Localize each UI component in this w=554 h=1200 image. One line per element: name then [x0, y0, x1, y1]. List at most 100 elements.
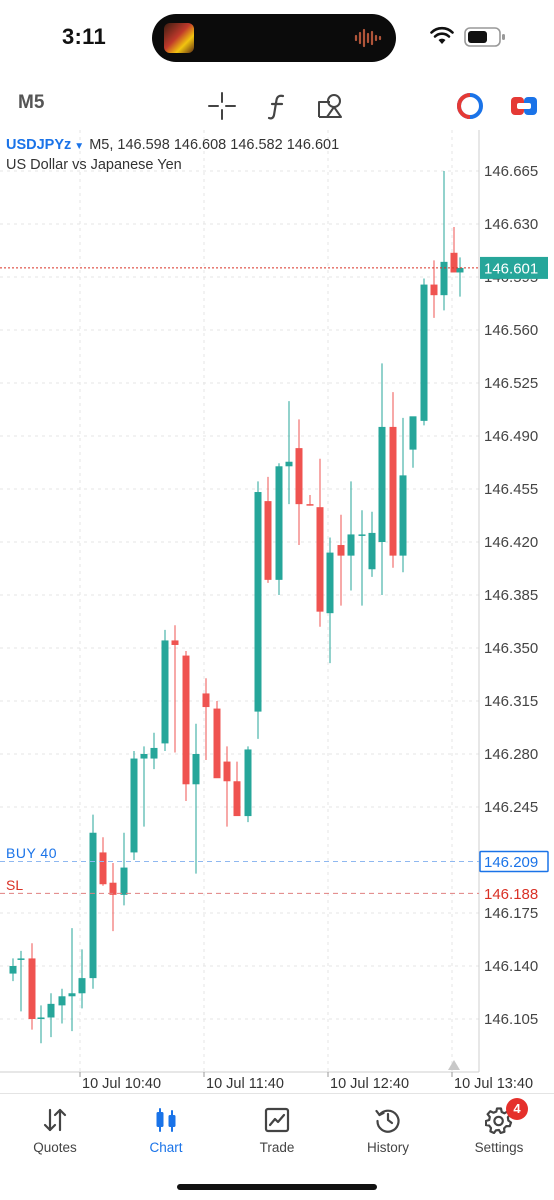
nav-history[interactable]: History	[333, 1094, 443, 1164]
symbol-description: US Dollar vs Japanese Yen	[6, 157, 182, 173]
x-tick-label: 10 Jul 10:40	[82, 1076, 161, 1092]
symbol-name[interactable]: USDJPYz	[6, 137, 72, 153]
buy-price-label: 146.209	[484, 854, 538, 871]
candle-body	[78, 978, 86, 994]
nav-label: Trade	[259, 1140, 295, 1155]
audio-wave-icon	[354, 28, 382, 48]
candle-body	[68, 993, 76, 997]
ohlc-values: 146.598 146.608 146.582 146.601	[117, 137, 340, 153]
nav-label: History	[366, 1140, 409, 1155]
candle-body	[420, 284, 428, 421]
quotes-arrows-icon	[43, 1108, 67, 1132]
home-indicator	[177, 1184, 377, 1190]
nav-trade[interactable]: Trade	[222, 1094, 332, 1164]
now-playing-thumbnail	[164, 23, 194, 53]
candle-body	[409, 416, 417, 450]
candle-body	[378, 426, 386, 542]
candle-body	[326, 552, 334, 614]
indicators-f-icon[interactable]	[262, 90, 294, 122]
crosshair-icon[interactable]	[206, 90, 238, 122]
buy-order-label[interactable]: BUY 40	[6, 845, 57, 861]
y-tick-label: 146.385	[484, 587, 538, 604]
x-tick-label: 10 Jul 11:40	[206, 1076, 284, 1092]
timeframe-selector[interactable]: M5	[18, 92, 45, 113]
candle-body	[213, 708, 221, 779]
scroll-end-marker	[448, 1060, 460, 1070]
trade-toggle-icon[interactable]	[508, 90, 540, 122]
current-price-label: 146.601	[484, 260, 538, 277]
y-tick-label: 146.525	[484, 375, 538, 392]
candle-body	[456, 267, 464, 273]
y-tick-label: 146.490	[484, 428, 538, 445]
candle-body	[223, 761, 231, 782]
price-chart[interactable]: 146.665146.630146.595146.560146.525146.4…	[0, 130, 554, 1093]
candle-body	[99, 852, 107, 885]
candle-body	[306, 504, 314, 506]
y-tick-label: 146.315	[484, 693, 538, 710]
candle-body	[130, 758, 138, 853]
candle-body	[150, 747, 158, 759]
candle-body	[171, 640, 179, 645]
x-tick-label: 10 Jul 12:40	[330, 1076, 409, 1092]
candle-body	[295, 448, 303, 505]
candle-body	[337, 545, 345, 556]
candle-body	[37, 1017, 45, 1019]
candle-body	[275, 466, 283, 580]
sl-price-label: 146.188	[484, 886, 538, 903]
candle-body	[58, 996, 66, 1006]
wifi-icon	[430, 26, 454, 44]
candle-body	[161, 640, 169, 744]
candle-body	[47, 1003, 55, 1018]
trade-trend-icon	[264, 1107, 290, 1133]
y-tick-label: 146.175	[484, 905, 538, 922]
nav-label: Settings	[474, 1140, 524, 1155]
symbol-caret-icon[interactable]: ▼	[74, 141, 85, 152]
candle-body	[399, 475, 407, 556]
y-tick-label: 146.140	[484, 958, 538, 975]
ohlc-timeframe: M5,	[89, 137, 114, 153]
candle-body	[264, 501, 272, 580]
candle-body	[140, 754, 148, 759]
y-tick-label: 146.560	[484, 322, 538, 339]
dynamic-island[interactable]	[152, 14, 396, 62]
candle-body	[285, 461, 293, 467]
candle-body	[254, 492, 262, 712]
settings-badge: 4	[506, 1098, 528, 1120]
candle-body	[440, 261, 448, 296]
candle-body	[202, 693, 210, 708]
candlestick-chart[interactable]: 146.665146.630146.595146.560146.525146.4…	[0, 130, 554, 1093]
candle-body	[17, 958, 25, 960]
chart-candles-icon	[156, 1108, 176, 1132]
nav-quotes[interactable]: Quotes	[0, 1094, 110, 1164]
current-price-tag	[480, 256, 548, 279]
objects-icon[interactable]	[316, 90, 348, 122]
y-tick-label: 146.350	[484, 640, 538, 657]
x-tick-label: 10 Jul 13:40	[454, 1076, 533, 1092]
candle-body	[89, 832, 97, 979]
nav-chart[interactable]: Chart	[111, 1094, 221, 1164]
y-tick-label: 146.245	[484, 799, 538, 816]
nav-label: Quotes	[33, 1140, 77, 1155]
candle-body	[430, 284, 438, 296]
battery-icon	[464, 27, 505, 47]
one-click-trading-icon[interactable]	[454, 90, 486, 122]
candle-body	[109, 882, 117, 895]
candle-body	[28, 958, 36, 1019]
candle-body	[316, 507, 324, 612]
y-tick-label: 146.630	[484, 216, 538, 233]
candle-body	[368, 532, 376, 570]
y-tick-label: 146.455	[484, 481, 538, 498]
symbol-header: USDJPYz ▼ M5, 146.598 146.608 146.582 146.…	[6, 137, 339, 153]
history-clock-icon	[375, 1109, 400, 1133]
nav-settings[interactable]: 4 Settings	[444, 1094, 554, 1164]
candle-body	[9, 966, 17, 974]
candle-body	[244, 749, 252, 817]
buy-price-tag	[479, 850, 549, 873]
candle-body	[358, 534, 366, 536]
y-tick-label: 146.665	[484, 163, 538, 180]
chart-toolbar: M5	[0, 80, 554, 130]
status-time: 3:11	[62, 24, 107, 49]
stop-loss-label[interactable]: SL	[6, 877, 24, 893]
candle-body	[120, 867, 128, 895]
candle-body	[182, 655, 190, 785]
